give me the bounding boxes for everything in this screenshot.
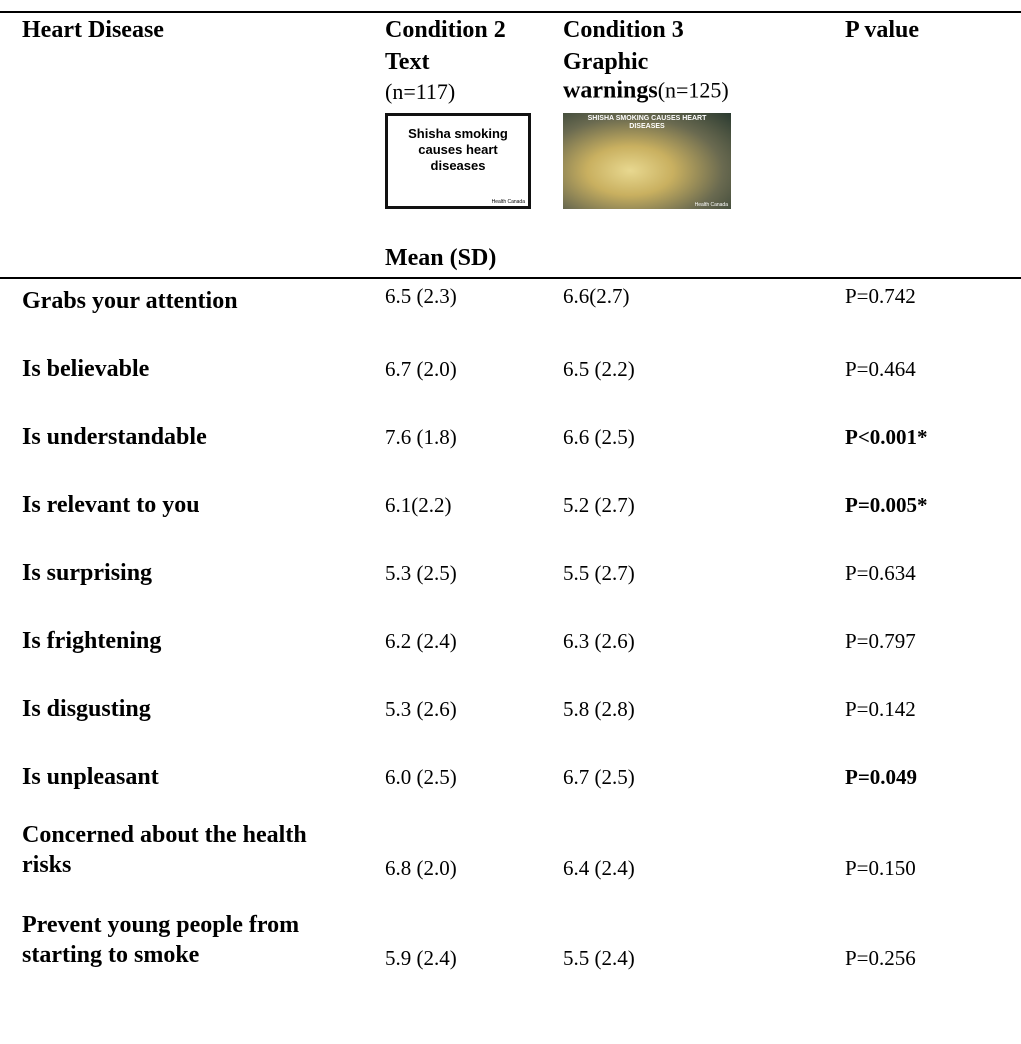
p-value: P=0.005* (845, 493, 928, 517)
cell: 5.3 (2.5) (385, 561, 457, 585)
cell: 6.8 (2.0) (385, 856, 457, 880)
warning-image: SHISHA SMOKING CAUSES HEART DISEASES Hea… (563, 113, 731, 209)
header-cell: Condition 3 (563, 17, 684, 43)
header-text: warnings (563, 77, 658, 104)
header-rule (0, 277, 1021, 279)
p-value: P=0.142 (845, 697, 916, 721)
p-value: P=0.742 (845, 284, 916, 308)
header-cell: Heart Disease (22, 17, 164, 43)
cell: 6.3 (2.6) (563, 629, 635, 653)
p-value: P=0.797 (845, 629, 916, 653)
header-n: (n=117) (385, 79, 456, 104)
row-label: Concerned about the health risks (22, 822, 307, 878)
cell: 6.6 (2.5) (563, 425, 635, 449)
row-label: Grabs your attention (22, 288, 238, 314)
row-label: Is understandable (22, 424, 207, 450)
image-credit: Health Canada (491, 199, 525, 205)
header-cell: Graphic (563, 49, 649, 75)
cell: 6.6(2.7) (563, 284, 630, 308)
header-n: (n=125) (657, 77, 729, 103)
cell: 7.6 (1.8) (385, 425, 457, 449)
cell: 6.2 (2.4) (385, 629, 457, 653)
cell: 5.5 (2.7) (563, 561, 635, 585)
p-value: P=0.634 (845, 561, 916, 585)
subheader: Mean (SD) (385, 245, 497, 271)
cell: 6.7 (2.0) (385, 357, 457, 381)
row-label: Prevent young people from starting to sm… (22, 912, 300, 968)
cell: 5.2 (2.7) (563, 493, 635, 517)
row-label: Is unpleasant (22, 764, 159, 790)
p-value: P=0.150 (845, 856, 916, 880)
row-label: Is surprising (22, 560, 153, 586)
top-rule (0, 11, 1021, 13)
cell: 5.9 (2.4) (385, 946, 457, 970)
row-label: Is believable (22, 356, 150, 382)
image-credit: Health Canada (694, 202, 728, 208)
image-text: Shisha smoking causes heart diseases (408, 126, 508, 173)
cell: 6.0 (2.5) (385, 765, 457, 789)
cell: 6.1(2.2) (385, 493, 452, 517)
p-value: P=0.256 (845, 946, 916, 970)
p-value: P<0.001* (845, 425, 928, 449)
header-cell: Text (385, 49, 430, 75)
row-label: Is relevant to you (22, 492, 200, 518)
cell: 5.3 (2.6) (385, 697, 457, 721)
cell: 5.5 (2.4) (563, 946, 635, 970)
header-cell: warnings(n=125) (563, 76, 729, 109)
cell: 6.5 (2.3) (385, 284, 457, 308)
row-label: Is frightening (22, 628, 162, 654)
image-text: SHISHA SMOKING CAUSES HEART DISEASES (587, 115, 707, 130)
row-label: Is disgusting (22, 696, 151, 722)
cell: 5.8 (2.8) (563, 697, 635, 721)
cell: 6.4 (2.4) (563, 856, 635, 880)
warning-image: Shisha smoking causes heart diseases Hea… (385, 113, 531, 209)
p-value: P=0.049 (845, 765, 918, 789)
header-cell: Condition 2 (385, 17, 506, 43)
header-cell: P value (845, 17, 920, 43)
cell: 6.5 (2.2) (563, 357, 635, 381)
cell: 6.7 (2.5) (563, 765, 635, 789)
p-value: P=0.464 (845, 357, 916, 381)
